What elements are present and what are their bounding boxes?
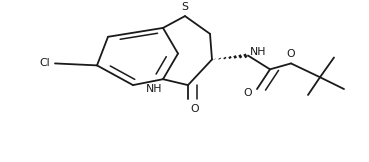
- Text: O: O: [287, 49, 295, 59]
- Text: Cl: Cl: [39, 58, 50, 68]
- Text: NH: NH: [250, 47, 266, 57]
- Text: NH: NH: [145, 84, 162, 94]
- Text: S: S: [182, 2, 189, 12]
- Text: O: O: [191, 104, 199, 114]
- Text: O: O: [244, 88, 252, 98]
